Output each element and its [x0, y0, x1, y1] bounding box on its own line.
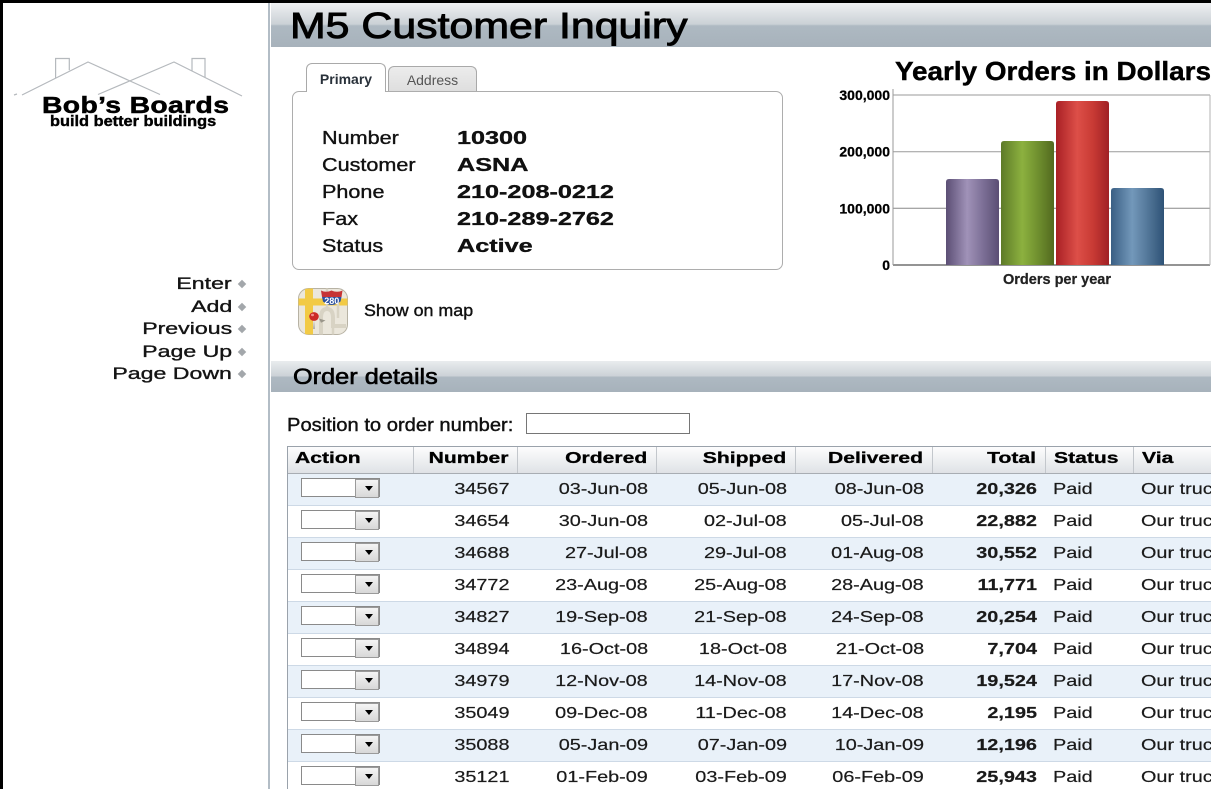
svg-text:280: 280: [324, 296, 339, 306]
svg-text:0: 0: [882, 257, 890, 273]
svg-text:100,000: 100,000: [839, 200, 890, 216]
svg-text:Yearly Orders in Dollars: Yearly Orders in Dollars: [895, 56, 1211, 86]
svg-text:200,000: 200,000: [839, 144, 890, 160]
svg-text:Orders per year: Orders per year: [1003, 272, 1111, 288]
svg-text:300,000: 300,000: [839, 87, 890, 103]
